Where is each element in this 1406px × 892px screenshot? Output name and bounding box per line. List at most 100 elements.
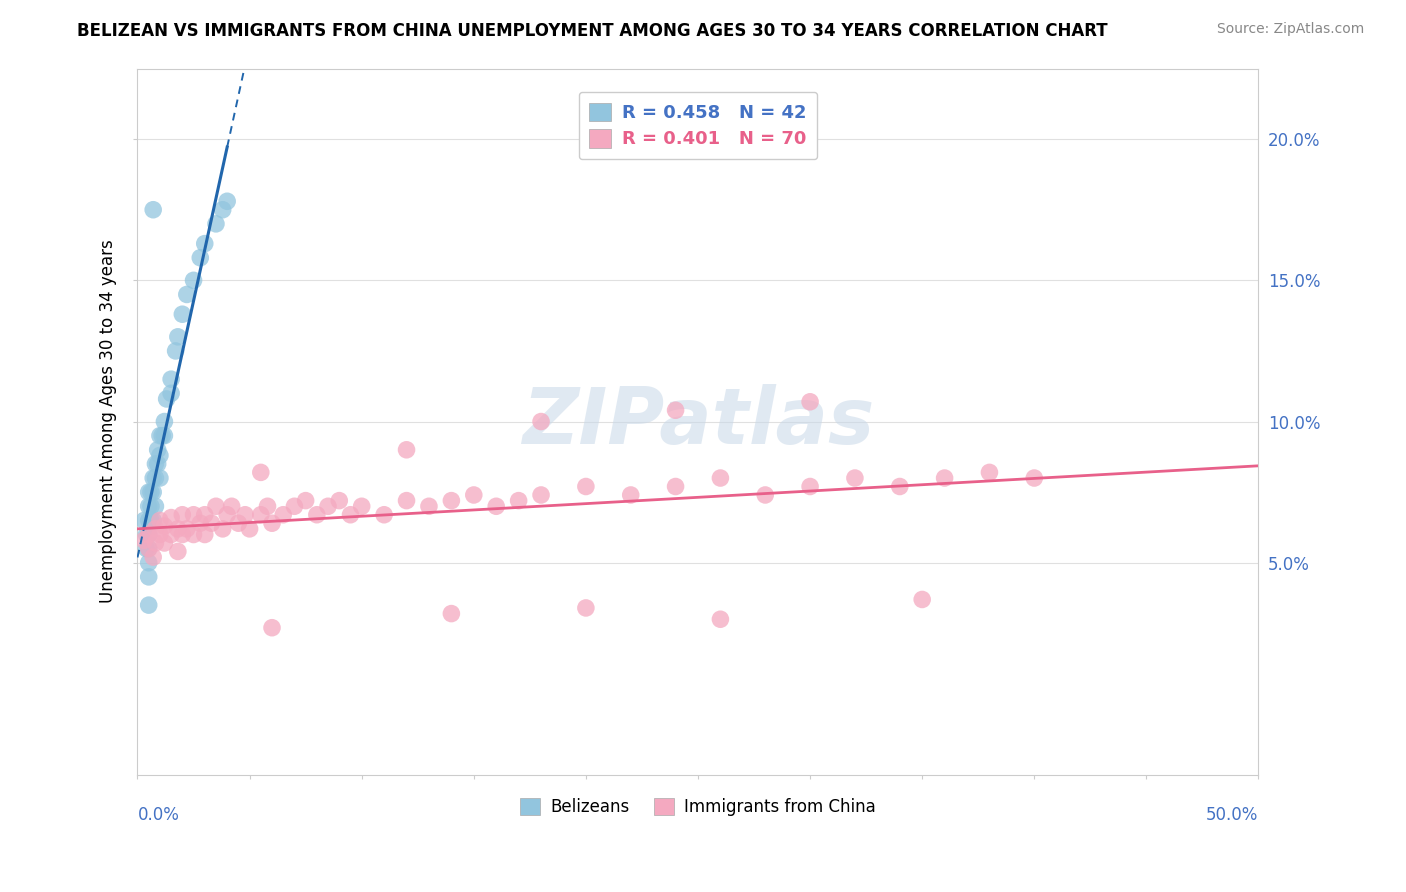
- Point: [142, 202, 165, 217]
- Point: [149, 471, 172, 485]
- Text: 0.0%: 0.0%: [138, 806, 180, 824]
- Point: [150, 428, 173, 442]
- Point: [160, 372, 183, 386]
- Point: [844, 471, 866, 485]
- Point: [217, 508, 239, 522]
- Point: [799, 394, 821, 409]
- Text: 50.0%: 50.0%: [1206, 806, 1258, 824]
- Point: [485, 500, 508, 514]
- Point: [176, 522, 198, 536]
- Point: [200, 516, 222, 531]
- Point: [183, 508, 205, 522]
- Point: [153, 519, 176, 533]
- Point: [260, 621, 283, 635]
- Point: [139, 500, 162, 514]
- Point: [395, 493, 418, 508]
- Point: [205, 217, 228, 231]
- Point: [271, 508, 294, 522]
- Point: [160, 386, 183, 401]
- Point: [138, 598, 160, 612]
- Point: [934, 471, 956, 485]
- Point: [194, 236, 217, 251]
- Point: [149, 449, 172, 463]
- Point: [350, 500, 373, 514]
- Point: [134, 513, 156, 527]
- Point: [463, 488, 485, 502]
- Point: [172, 527, 194, 541]
- Point: [249, 508, 271, 522]
- Point: [305, 508, 328, 522]
- Point: [260, 516, 283, 531]
- Point: [530, 415, 553, 429]
- Text: BELIZEAN VS IMMIGRANTS FROM CHINA UNEMPLOYMENT AMONG AGES 30 TO 34 YEARS CORRELA: BELIZEAN VS IMMIGRANTS FROM CHINA UNEMPL…: [77, 22, 1108, 40]
- Point: [138, 556, 160, 570]
- Text: ZIPatlas: ZIPatlas: [522, 384, 875, 459]
- Point: [153, 428, 176, 442]
- Point: [138, 541, 160, 556]
- Point: [709, 471, 731, 485]
- Point: [138, 485, 160, 500]
- Point: [188, 516, 211, 531]
- Point: [139, 513, 162, 527]
- Point: [172, 307, 194, 321]
- Point: [440, 607, 463, 621]
- Point: [373, 508, 395, 522]
- Point: [153, 536, 176, 550]
- Point: [211, 202, 233, 217]
- Point: [142, 471, 165, 485]
- Point: [664, 479, 686, 493]
- Point: [153, 415, 176, 429]
- Point: [575, 479, 598, 493]
- Point: [183, 527, 205, 541]
- Point: [188, 251, 211, 265]
- Point: [575, 601, 598, 615]
- Point: [142, 513, 165, 527]
- Point: [149, 527, 172, 541]
- Point: [239, 522, 262, 536]
- Point: [620, 488, 643, 502]
- Point: [149, 513, 172, 527]
- Point: [530, 488, 553, 502]
- Point: [911, 592, 934, 607]
- Point: [183, 273, 205, 287]
- Point: [249, 466, 271, 480]
- Point: [145, 522, 167, 536]
- Y-axis label: Unemployment Among Ages 30 to 34 years: Unemployment Among Ages 30 to 34 years: [100, 240, 117, 603]
- Point: [135, 527, 157, 541]
- Point: [228, 516, 250, 531]
- Point: [139, 485, 162, 500]
- Point: [233, 508, 256, 522]
- Point: [145, 457, 167, 471]
- Point: [1024, 471, 1046, 485]
- Point: [205, 500, 228, 514]
- Point: [165, 343, 187, 358]
- Point: [160, 527, 183, 541]
- Point: [508, 493, 530, 508]
- Point: [145, 471, 167, 485]
- Point: [138, 513, 160, 527]
- Point: [328, 493, 350, 508]
- Point: [160, 510, 183, 524]
- Point: [211, 522, 233, 536]
- Point: [754, 488, 776, 502]
- Point: [664, 403, 686, 417]
- Point: [221, 500, 243, 514]
- Point: [146, 457, 169, 471]
- Point: [166, 330, 188, 344]
- Point: [889, 479, 911, 493]
- Point: [166, 544, 188, 558]
- Point: [395, 442, 418, 457]
- Point: [709, 612, 731, 626]
- Point: [283, 500, 305, 514]
- Point: [979, 466, 1001, 480]
- Point: [149, 428, 172, 442]
- Point: [138, 541, 160, 556]
- Point: [176, 287, 198, 301]
- Point: [256, 500, 278, 514]
- Point: [316, 500, 339, 514]
- Point: [142, 485, 165, 500]
- Point: [146, 442, 169, 457]
- Point: [145, 536, 167, 550]
- Point: [142, 550, 165, 565]
- Point: [138, 527, 160, 541]
